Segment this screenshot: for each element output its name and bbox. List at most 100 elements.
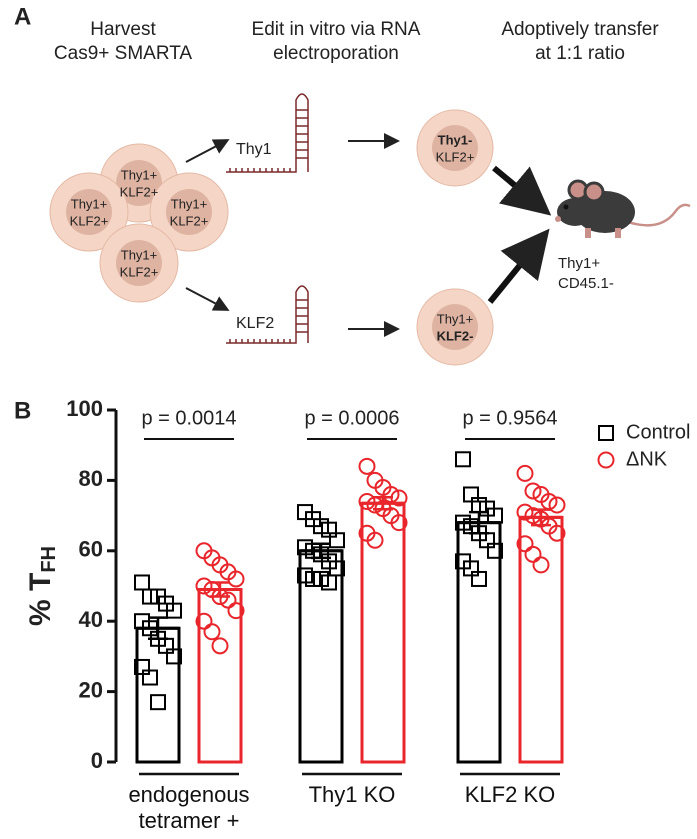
error-bar (373, 496, 393, 511)
y-tick-label: 20 (79, 677, 103, 702)
data-point (313, 570, 329, 587)
data-point (358, 524, 376, 542)
data-point (358, 457, 376, 475)
data-point (471, 570, 487, 587)
heading: Edit in vitro via RNA (252, 19, 421, 40)
p-value: p = 0.0006 (304, 407, 399, 429)
data-point (524, 507, 542, 525)
data-point (374, 500, 392, 518)
data-point (329, 532, 345, 549)
mouse-label: CD45.1- (558, 275, 614, 292)
data-point (313, 518, 329, 535)
data-point (134, 613, 150, 630)
data-point (382, 507, 400, 525)
cell-text: Thy1+ (71, 196, 108, 211)
data-point (166, 602, 182, 619)
data-point (142, 588, 158, 605)
data-point (487, 507, 503, 524)
data-point (516, 503, 534, 521)
mouse (555, 179, 691, 238)
data-point (142, 620, 158, 637)
data-point (297, 539, 313, 556)
data-point (540, 517, 558, 535)
cell-text: Thy1+ (121, 247, 158, 262)
y-label-sub: FH (38, 546, 60, 573)
x-tick-label: endogenous tetramer + (128, 782, 250, 833)
data-point (366, 496, 384, 514)
data-point (219, 591, 237, 609)
cell-text: Thy1+ (171, 196, 208, 211)
data-point (524, 482, 542, 500)
bar (360, 501, 406, 764)
data-point (305, 570, 321, 587)
data-point (548, 524, 566, 542)
bar (135, 626, 181, 764)
data-point (195, 542, 213, 560)
cell-text: KLF2+ (120, 184, 159, 199)
data-point (166, 648, 182, 665)
data-point (463, 560, 479, 577)
data-point (479, 532, 495, 549)
p-value: p = 0.0014 (141, 407, 236, 429)
data-point (524, 545, 542, 563)
data-point (532, 510, 550, 528)
data-point (134, 658, 150, 675)
cell-text: KLF2+ (120, 264, 159, 279)
data-point (297, 567, 313, 584)
y-tick-label: 80 (79, 466, 103, 491)
data-point (487, 542, 503, 559)
error-bar (210, 581, 230, 598)
data-point (516, 464, 534, 482)
cell-text: Thy1+ (121, 167, 158, 182)
data-point (158, 637, 174, 654)
guide-label: KLF2 (236, 315, 274, 332)
error-bar (311, 542, 331, 560)
p-value: p = 0.9564 (462, 407, 557, 429)
error-bar (148, 616, 168, 641)
x-tick-label: KLF2 KO (464, 782, 556, 807)
heading: Cas9+ SMARTA (54, 43, 192, 64)
data-point (532, 485, 550, 503)
data-point (211, 588, 229, 606)
x-tick-label: Thy1 KO (308, 782, 396, 807)
bar (518, 515, 564, 764)
data-point (548, 496, 566, 514)
data-point (211, 556, 229, 574)
cell-text: Thy1+ (437, 311, 474, 326)
data-point (305, 511, 321, 528)
data-point (463, 486, 479, 503)
panel-a: A Harvest Cas9+ SMARTA Edit in vitro via… (14, 3, 691, 366)
data-point (382, 485, 400, 503)
mouse-label: Thy1+ (558, 255, 600, 272)
heading: at 1:1 ratio (535, 43, 625, 64)
data-point (321, 574, 337, 591)
bar (298, 549, 344, 764)
data-point (329, 560, 345, 577)
cell-text: Thy1- (438, 132, 473, 147)
heading: electroporation (273, 43, 399, 64)
data-point (203, 623, 221, 641)
data-point (211, 637, 229, 655)
bar (197, 588, 243, 764)
error-bar (531, 508, 551, 527)
data-point (358, 493, 376, 511)
data-point (142, 669, 158, 686)
data-point (321, 553, 337, 570)
cell-text: KLF2+ (170, 213, 209, 228)
legend-label: ΔNK (626, 448, 668, 470)
data-point (158, 595, 174, 612)
error-bar (469, 510, 489, 535)
data-point (219, 563, 237, 581)
data-point (227, 570, 245, 588)
data-point (305, 542, 321, 559)
legend-marker (598, 425, 614, 441)
data-point (479, 500, 495, 517)
data-point (203, 581, 221, 599)
cell-text: KLF2+ (70, 213, 109, 228)
y-tick-label: 0 (91, 748, 103, 773)
y-tick-label: 100 (66, 396, 103, 421)
data-point (471, 525, 487, 542)
data-point (540, 493, 558, 511)
bar (456, 521, 502, 764)
arrow (185, 139, 230, 163)
